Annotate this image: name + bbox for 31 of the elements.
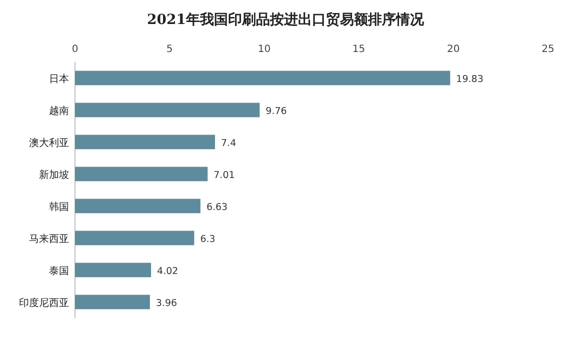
data-label: 3.96 xyxy=(156,298,178,309)
y-tick-label: 澳大利亚 xyxy=(29,137,69,149)
data-label: 6.63 xyxy=(206,202,228,213)
y-tick-label: 日本 xyxy=(49,73,69,85)
y-tick-label: 新加坡 xyxy=(39,169,69,181)
x-tick-label: 20 xyxy=(447,44,460,55)
y-tick-label: 泰国 xyxy=(49,266,69,277)
data-label: 6.3 xyxy=(200,234,216,245)
bar xyxy=(75,166,208,182)
y-tick-label: 马来西亚 xyxy=(29,233,69,245)
y-tick-label: 越南 xyxy=(49,105,69,117)
bar xyxy=(75,262,152,278)
y-tick-label: 印度尼西亚 xyxy=(19,297,69,309)
bar xyxy=(75,230,194,246)
bar xyxy=(75,70,450,86)
chart-title: 2021年我国印刷品按进出口贸易额排序情况 xyxy=(147,11,425,28)
y-tick-label: 韩国 xyxy=(49,201,69,213)
data-label: 7.01 xyxy=(214,170,235,181)
bar xyxy=(75,102,260,118)
x-tick-label: 25 xyxy=(542,44,554,55)
bar xyxy=(75,134,216,150)
x-tick-label: 15 xyxy=(352,44,366,55)
x-tick-label: 0 xyxy=(72,44,78,55)
x-tick-label: 10 xyxy=(258,44,271,55)
data-label: 9.76 xyxy=(266,106,287,117)
data-label: 7.4 xyxy=(221,138,236,149)
data-label: 4.02 xyxy=(157,266,178,277)
data-label: 19.83 xyxy=(456,74,484,85)
bar xyxy=(75,294,150,310)
bar xyxy=(75,198,200,214)
x-tick-label: 5 xyxy=(166,44,173,55)
